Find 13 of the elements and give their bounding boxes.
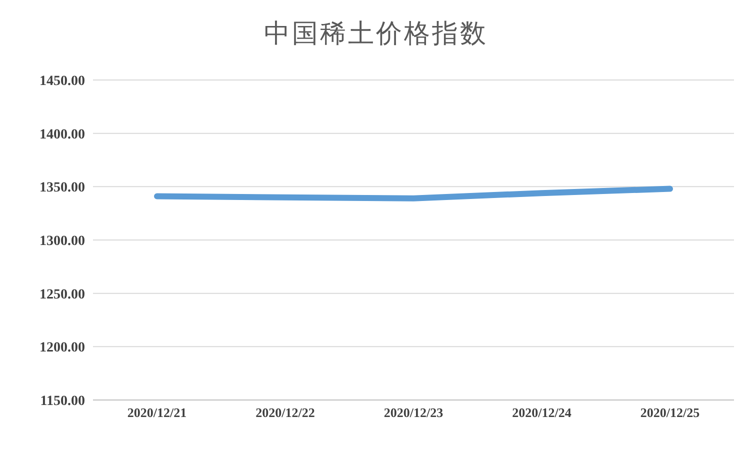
x-tick-label: 2020/12/24 — [512, 405, 572, 420]
x-tick-label: 2020/12/22 — [256, 405, 315, 420]
y-tick-label: 1400.00 — [40, 127, 85, 142]
y-tick-label: 1350.00 — [40, 180, 85, 196]
x-tick-label: 2020/12/25 — [640, 405, 700, 420]
y-tick-label: 1450.00 — [40, 74, 85, 89]
y-tick-label: 1200.00 — [40, 340, 85, 356]
y-tick-label: 1150.00 — [40, 394, 85, 409]
y-tick-label: 1300.00 — [40, 234, 85, 249]
chart-title: 中国稀土价格指数 — [263, 18, 489, 51]
x-tick-label: 2020/12/23 — [384, 405, 444, 420]
y-tick-label: 1250.00 — [40, 287, 85, 302]
x-tick-label: 2020/12/21 — [127, 405, 187, 420]
